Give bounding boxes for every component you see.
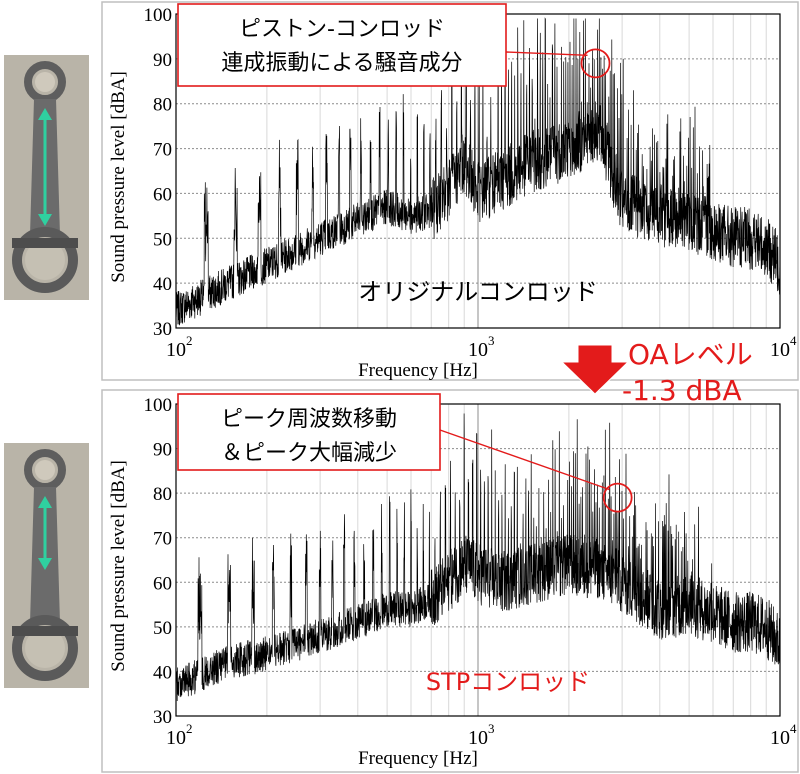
x-tick-label: 10 xyxy=(166,339,186,361)
y-tick-label: 40 xyxy=(153,662,172,683)
elongation-arrow-stp xyxy=(38,496,52,570)
chart-frame xyxy=(101,389,799,773)
annotation-line-2: 連成振動による騒音成分 xyxy=(221,51,462,76)
y-tick-label: 100 xyxy=(144,395,173,416)
x-tick-exponent: 2 xyxy=(186,721,193,736)
series-label: オリジナルコンロッド xyxy=(358,278,598,306)
y-axis-label: Sound pressure level [dBA] xyxy=(108,460,129,672)
y-tick-label: 60 xyxy=(153,184,172,205)
y-tick-label: 90 xyxy=(153,440,172,461)
annotation-box xyxy=(177,393,441,471)
x-tick-exponent: 4 xyxy=(790,721,797,736)
peak-highlight-circle xyxy=(602,482,633,513)
y-tick-label: 40 xyxy=(153,274,172,295)
annotation-line-1: ピーク周波数移動 xyxy=(221,407,397,432)
annotation-box xyxy=(177,3,507,87)
y-tick-label: 80 xyxy=(153,95,172,116)
connecting-rod-illustration-original xyxy=(4,55,89,300)
plot-area-border xyxy=(175,403,781,717)
y-tick-label: 70 xyxy=(153,140,172,161)
y-tick-label: 100 xyxy=(144,5,173,26)
spectrum-trace xyxy=(175,413,781,702)
elongation-arrow-original xyxy=(38,108,52,226)
chart-frame xyxy=(101,1,799,381)
annotation-line-1: ピストン-コンロッド xyxy=(239,17,445,42)
overall-level-value: -1.3 dBA xyxy=(622,374,742,407)
x-tick-exponent: 3 xyxy=(488,721,495,736)
y-tick-label: 30 xyxy=(153,707,172,728)
y-tick-label: 90 xyxy=(153,50,172,71)
down-arrow-icon xyxy=(560,344,630,395)
series-label: STPコンロッド xyxy=(426,668,590,696)
spectrum-trace xyxy=(175,17,781,326)
x-axis-label: Frequency [Hz] xyxy=(358,748,478,769)
overall-level-label: OAレベル xyxy=(628,338,753,371)
x-tick-label: 10 xyxy=(770,339,790,361)
y-tick-label: 60 xyxy=(153,573,172,594)
x-axis-label: Frequency [Hz] xyxy=(358,360,478,381)
x-tick-label: 10 xyxy=(770,727,790,749)
y-tick-label: 70 xyxy=(153,529,172,550)
y-tick-label: 30 xyxy=(153,319,172,340)
annotation-leader-line xyxy=(439,429,610,491)
x-tick-exponent: 4 xyxy=(790,333,797,348)
y-tick-label: 50 xyxy=(153,229,172,250)
x-tick-label: 10 xyxy=(468,727,488,749)
peak-highlight-circle xyxy=(580,48,611,79)
y-tick-label: 80 xyxy=(153,484,172,505)
x-tick-exponent: 2 xyxy=(186,333,193,348)
y-axis-label: Sound pressure level [dBA] xyxy=(108,71,129,283)
annotation-leader-line xyxy=(505,51,588,57)
x-tick-label: 10 xyxy=(468,339,488,361)
y-tick-label: 50 xyxy=(153,618,172,639)
x-tick-label: 10 xyxy=(166,727,186,749)
annotation-line-2: ＆ピーク大幅減少 xyxy=(221,441,397,466)
x-tick-exponent: 3 xyxy=(488,333,495,348)
